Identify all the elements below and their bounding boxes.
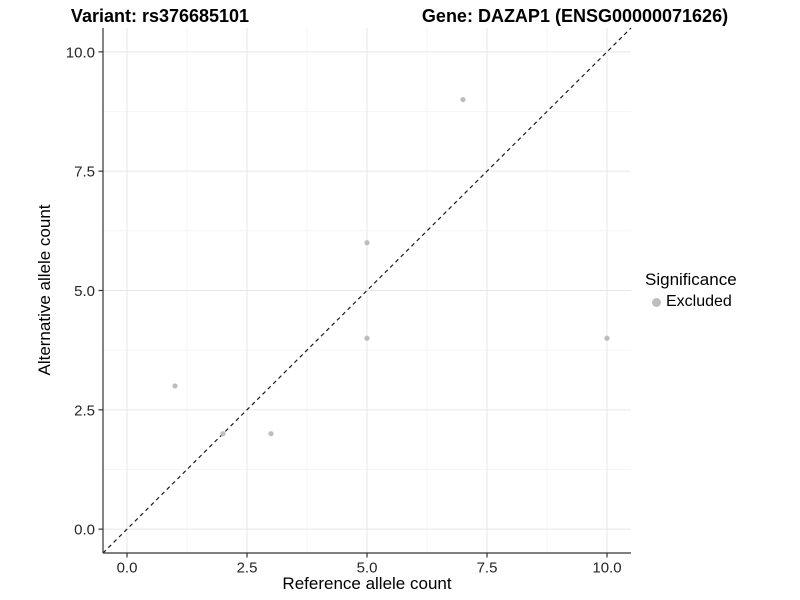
plot-title-variant: Variant: rs376685101 <box>70 6 250 26</box>
legend-title: Significance <box>645 270 737 289</box>
data-point <box>172 383 178 389</box>
y-tick-label: 0.0 <box>74 522 95 539</box>
y-axis-title: Alternative allele count <box>35 204 54 376</box>
legend-point-icon <box>652 297 661 307</box>
data-point <box>364 335 370 341</box>
x-tick-label: 10.0 <box>592 560 621 577</box>
x-axis-title: Reference allele count <box>282 574 452 593</box>
data-point <box>604 335 610 341</box>
y-tick-label: 10.0 <box>66 44 95 61</box>
legend: Significance Excluded <box>645 270 737 311</box>
legend-item-excluded: Excluded <box>645 293 737 311</box>
x-tick-label: 7.5 <box>477 560 498 577</box>
data-point <box>460 96 466 103</box>
x-tick-label: 5.0 <box>357 560 378 577</box>
x-tick-label: 2.5 <box>237 560 258 577</box>
y-tick-label: 5.0 <box>74 283 95 300</box>
legend-item-label: Excluded <box>666 293 732 310</box>
y-tick-label: 7.5 <box>74 164 95 181</box>
x-tick-label: 0.0 <box>117 560 138 577</box>
data-point <box>364 240 370 246</box>
y-tick-label: 2.5 <box>74 402 95 419</box>
data-point <box>268 431 274 437</box>
plot-title-gene: Gene: DAZAP1 (ENSG00000071626) <box>421 6 729 26</box>
data-point <box>220 431 226 437</box>
